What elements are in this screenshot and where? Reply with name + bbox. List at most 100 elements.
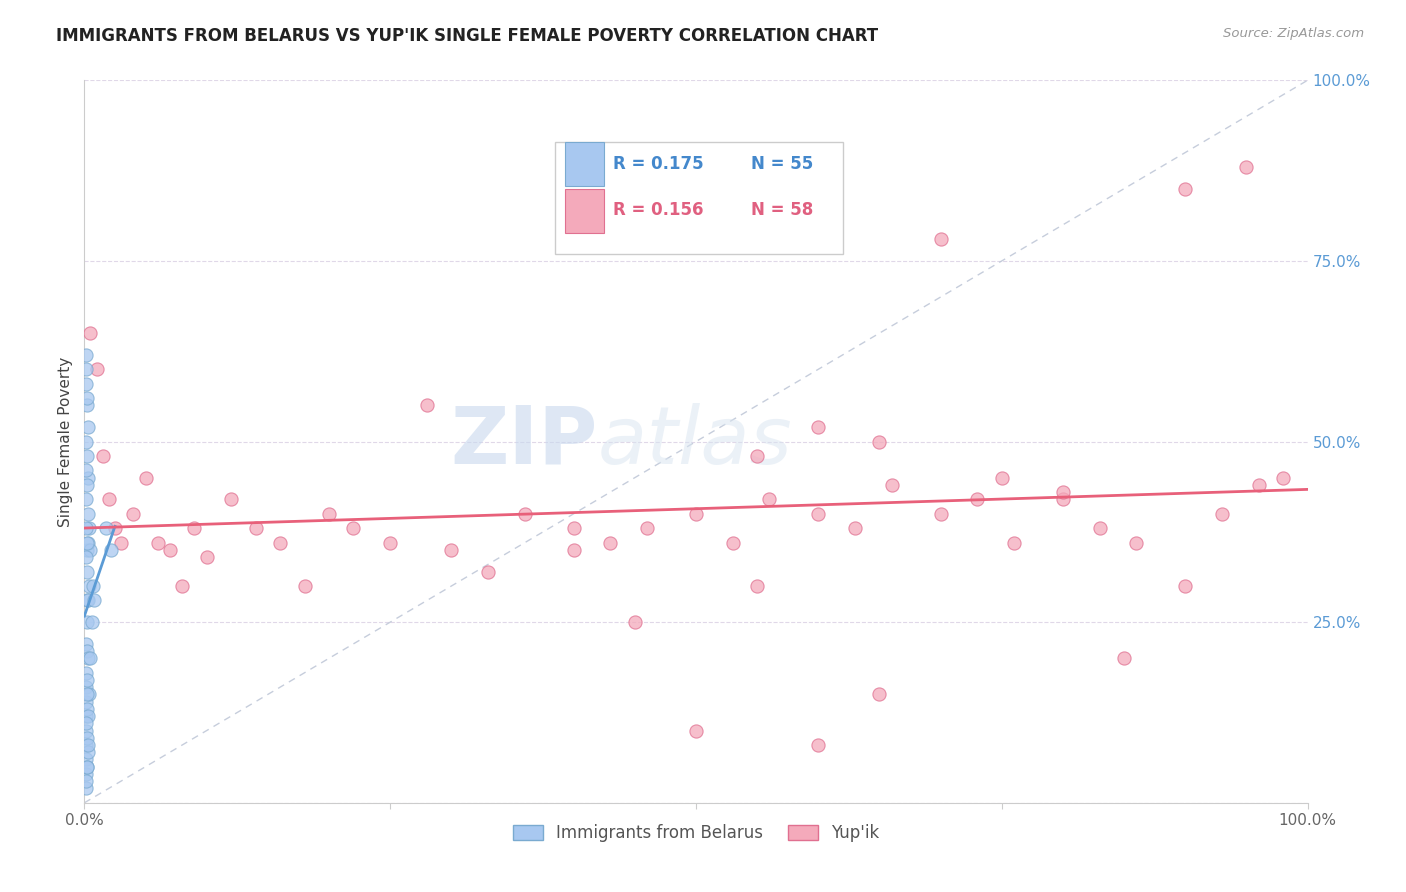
Point bbox=[747, 579, 769, 593]
Point bbox=[79, 651, 101, 665]
Point bbox=[75, 492, 97, 507]
Point bbox=[1052, 485, 1074, 500]
Point bbox=[76, 593, 98, 607]
Point bbox=[77, 470, 100, 484]
Point bbox=[1114, 651, 1136, 665]
Point bbox=[76, 673, 98, 687]
FancyBboxPatch shape bbox=[565, 188, 605, 234]
Point bbox=[599, 535, 621, 549]
Point bbox=[77, 709, 100, 723]
Point bbox=[75, 665, 97, 680]
FancyBboxPatch shape bbox=[565, 142, 605, 186]
Point bbox=[76, 615, 98, 630]
Point bbox=[929, 507, 952, 521]
Point bbox=[624, 615, 647, 630]
Legend: Immigrants from Belarus, Yup'ik: Immigrants from Belarus, Yup'ik bbox=[506, 817, 886, 848]
Point bbox=[929, 232, 952, 246]
Point bbox=[75, 738, 97, 752]
Point bbox=[96, 521, 118, 535]
Point bbox=[77, 593, 100, 607]
Point bbox=[636, 521, 658, 535]
Point bbox=[122, 507, 145, 521]
Point bbox=[79, 326, 101, 340]
Point bbox=[75, 376, 97, 391]
Point bbox=[104, 521, 127, 535]
Point bbox=[77, 521, 100, 535]
Point bbox=[75, 463, 97, 477]
Point bbox=[76, 687, 98, 701]
Point bbox=[477, 565, 499, 579]
Point bbox=[75, 362, 97, 376]
Point bbox=[76, 535, 98, 549]
Point bbox=[77, 507, 100, 521]
Point bbox=[1211, 507, 1233, 521]
Point bbox=[75, 348, 97, 362]
Point bbox=[183, 521, 205, 535]
FancyBboxPatch shape bbox=[555, 142, 842, 253]
Point bbox=[75, 774, 97, 789]
Point bbox=[1088, 521, 1111, 535]
Point bbox=[86, 362, 108, 376]
Point bbox=[76, 731, 98, 745]
Point bbox=[82, 579, 104, 593]
Text: R = 0.156: R = 0.156 bbox=[613, 202, 703, 219]
Point bbox=[1002, 535, 1025, 549]
Point bbox=[76, 398, 98, 412]
Point bbox=[747, 449, 769, 463]
Point bbox=[77, 579, 100, 593]
Point bbox=[76, 565, 98, 579]
Point bbox=[844, 521, 866, 535]
Point bbox=[75, 695, 97, 709]
Point bbox=[76, 542, 98, 557]
Point bbox=[97, 492, 120, 507]
Point bbox=[76, 449, 98, 463]
Point bbox=[269, 535, 291, 549]
Point bbox=[1247, 478, 1270, 492]
Point bbox=[77, 745, 100, 759]
Point bbox=[807, 420, 830, 434]
Point bbox=[75, 723, 97, 738]
Point bbox=[91, 449, 114, 463]
Point bbox=[245, 521, 267, 535]
Point bbox=[758, 492, 780, 507]
Point bbox=[76, 391, 98, 405]
Point bbox=[219, 492, 242, 507]
Point bbox=[991, 470, 1014, 484]
Point bbox=[1174, 182, 1197, 196]
Point bbox=[513, 507, 536, 521]
Point bbox=[172, 579, 194, 593]
Point bbox=[76, 760, 98, 774]
Point bbox=[807, 738, 830, 752]
Point bbox=[75, 521, 97, 535]
Point bbox=[880, 478, 903, 492]
Point bbox=[77, 687, 100, 701]
Point bbox=[721, 535, 744, 549]
Point bbox=[869, 434, 891, 449]
Point bbox=[1052, 492, 1074, 507]
Text: atlas: atlas bbox=[598, 402, 793, 481]
Point bbox=[685, 723, 707, 738]
Text: N = 58: N = 58 bbox=[751, 202, 813, 219]
Point bbox=[966, 492, 988, 507]
Point bbox=[75, 434, 97, 449]
Point bbox=[159, 542, 181, 557]
Point bbox=[562, 521, 585, 535]
Y-axis label: Single Female Poverty: Single Female Poverty bbox=[58, 357, 73, 526]
Point bbox=[1174, 579, 1197, 593]
Point bbox=[135, 470, 157, 484]
Point bbox=[76, 478, 98, 492]
Point bbox=[77, 651, 100, 665]
Point bbox=[75, 680, 97, 694]
Point bbox=[869, 687, 891, 701]
Point bbox=[76, 644, 98, 658]
Point bbox=[110, 535, 132, 549]
Point bbox=[146, 535, 169, 549]
Point bbox=[195, 550, 218, 565]
Point bbox=[807, 507, 830, 521]
Point bbox=[342, 521, 364, 535]
Text: R = 0.175: R = 0.175 bbox=[613, 155, 703, 173]
Point bbox=[1125, 535, 1147, 549]
Point bbox=[77, 420, 100, 434]
Point bbox=[75, 550, 97, 565]
Point bbox=[76, 702, 98, 716]
